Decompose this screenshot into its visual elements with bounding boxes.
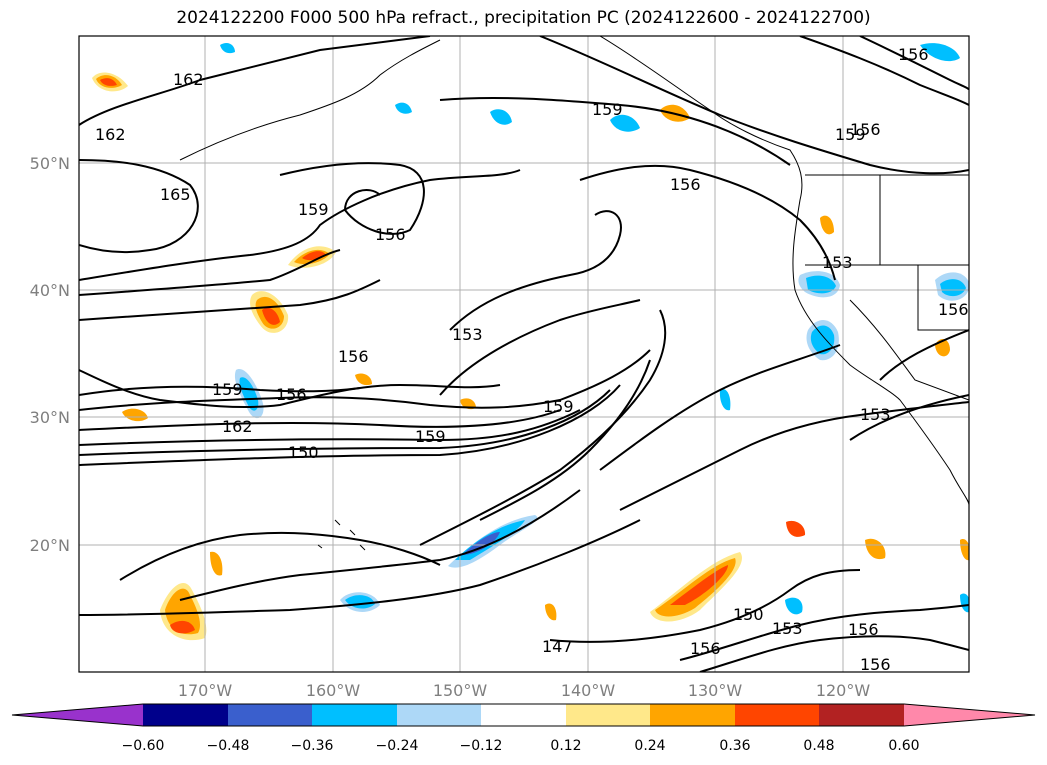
colorbar-tick: −0.48 [207,738,250,754]
colorbar-swatch [650,704,735,726]
contour-label: 156 [338,347,369,366]
graticule [79,36,969,672]
contour-label: 150 [288,443,319,462]
contour-label: 162 [222,417,253,436]
contour-label: 147 [542,637,573,656]
colorbar: −0.60 −0.48 −0.36 −0.24 −0.12 0.12 0.24 … [11,703,1036,754]
lon-label: 150°W [433,681,488,700]
colorbar-tick: −0.36 [291,738,334,754]
map-title: 2024122200 F000 500 hPa refract., precip… [176,8,871,28]
contour-label: 159 [415,427,446,446]
contour-label: 162 [95,125,126,144]
colorbar-extend-high [904,704,1035,726]
contour-label: 150 [733,605,764,624]
contour-label: 159 [212,380,243,399]
colorbar-swatch [397,704,481,726]
contour-label: 156 [848,620,879,639]
contour-label: 156 [690,639,721,658]
colorbar-outline [11,703,1036,727]
contour-label: 153 [772,619,803,638]
colorbar-swatch [312,704,397,726]
lon-label: 130°W [688,681,743,700]
contour-label: 156 [898,45,929,64]
contour-label: 156 [938,300,969,319]
lat-label: 30°N [30,408,70,427]
colorbar-tick: −0.24 [376,738,419,754]
contour-label: 159 [543,397,574,416]
lon-label: 140°W [561,681,616,700]
lat-label: 40°N [30,281,70,300]
contour-label: 156 [860,655,891,674]
contour-label: 156 [375,225,406,244]
colorbar-extend-low [12,704,143,726]
lon-label: 170°W [178,681,233,700]
contour-label: 159 [592,100,623,119]
colorbar-swatch [735,704,819,726]
lat-label: 20°N [30,536,70,555]
contour-label-group: 162 162 165 159 156 159 156 156 159 156 … [95,45,969,674]
colorbar-tick: 0.12 [550,738,581,754]
colorbar-swatch [819,704,904,726]
contour-label: 156 [276,385,307,404]
colorbar-tick: 0.36 [719,738,750,754]
colorbar-tick: 0.60 [888,738,919,754]
colorbar-swatch [566,704,650,726]
colorbar-tick: 0.24 [634,738,665,754]
colorbar-tick: −0.12 [460,738,503,754]
precip-shading [92,42,969,641]
contour-label: 156 [670,175,701,194]
contour-label: 165 [160,185,191,204]
colorbar-tick: 0.48 [803,738,834,754]
colorbar-tick: −0.60 [122,738,165,754]
plot-frame [78,35,970,673]
lat-label: 50°N [30,154,70,173]
contour-label: 159 [298,200,329,219]
lon-label: 120°W [816,681,871,700]
contour-label: 159 [835,125,866,144]
colorbar-swatch [143,704,228,726]
colorbar-swatch [481,704,566,726]
contour-label: 153 [822,253,853,272]
lon-label: 160°W [306,681,361,700]
contour-label: 153 [860,405,891,424]
refractivity-contours [79,36,969,672]
colorbar-swatch [228,704,312,726]
contour-label: 162 [173,70,204,89]
contour-label: 153 [452,325,483,344]
contour-label: 156 [850,120,881,139]
